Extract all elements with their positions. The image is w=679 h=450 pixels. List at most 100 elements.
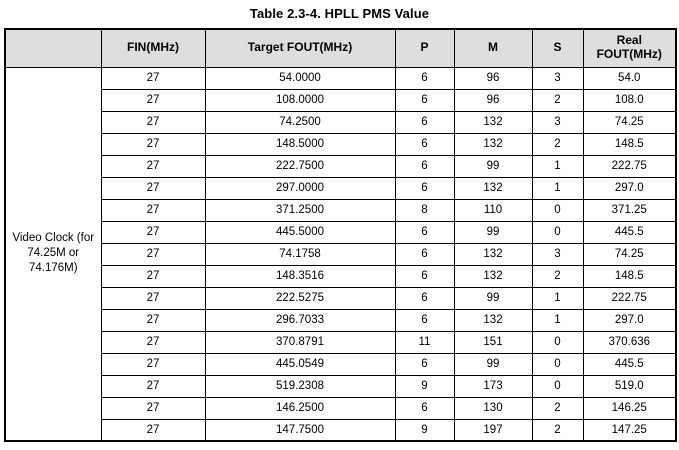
table-cell: 11 xyxy=(394,330,455,354)
table-row: 27 74.2500 6 132 3 74.25 xyxy=(5,110,677,134)
table-cell: 151 xyxy=(453,330,533,354)
table-cell: 519.0 xyxy=(582,374,677,398)
table-row: 27 147.7500 9 197 2 147.25 xyxy=(5,418,677,442)
table-cell: 6 xyxy=(394,176,455,200)
table-body: Video Clock (for 74.25M or 74.176M) 27 54.… xyxy=(4,66,677,442)
table-cell: 6 xyxy=(394,308,455,332)
table-cell: 27 xyxy=(100,308,206,332)
table-cell: 146.2500 xyxy=(204,396,396,420)
table-cell: 27 xyxy=(100,418,206,442)
table-cell: 2 xyxy=(531,88,584,112)
table-cell: 445.5 xyxy=(582,220,677,244)
table-row: 27 370.8791 11 151 0 370.636 xyxy=(5,330,677,354)
table-cell: 27 xyxy=(100,88,206,112)
table-cell: 132 xyxy=(453,308,533,332)
table-cell: 2 xyxy=(531,418,584,442)
table-cell: 1 xyxy=(531,154,584,178)
table-cell: 147.7500 xyxy=(204,418,396,442)
table-row: 27 148.3516 6 132 2 148.5 xyxy=(5,264,677,288)
table-cell: 197 xyxy=(453,418,533,442)
table-cell: 27 xyxy=(100,242,206,266)
table-cell: 132 xyxy=(453,110,533,134)
table-cell: 27 xyxy=(100,286,206,310)
header-cell-real-fout: Real FOUT(MHz) xyxy=(582,28,677,68)
header-cell-empty xyxy=(4,28,102,68)
row-group-label: Video Clock (for 74.25M or 74.176M) xyxy=(4,66,102,442)
table-cell: 445.0549 xyxy=(204,352,396,376)
table-cell: 9 xyxy=(394,374,455,398)
table-cell: 2 xyxy=(531,264,584,288)
table-cell: 99 xyxy=(453,352,533,376)
table-cell: 132 xyxy=(453,242,533,266)
table-cell: 146.25 xyxy=(582,396,677,420)
header-cell-p: P xyxy=(394,28,455,68)
table-cell: 74.25 xyxy=(582,110,677,134)
table-cell: 371.2500 xyxy=(204,198,396,222)
table-cell: 148.3516 xyxy=(204,264,396,288)
table-row: 27 222.5275 6 99 1 222.75 xyxy=(5,286,677,310)
table-cell: 0 xyxy=(531,374,584,398)
table-cell: 27 xyxy=(100,264,206,288)
table-cell: 296.7033 xyxy=(204,308,396,332)
table-cell: 6 xyxy=(394,242,455,266)
table-cell: 3 xyxy=(531,66,584,90)
table-cell: 1 xyxy=(531,286,584,310)
table-cell: 27 xyxy=(100,66,206,90)
table-row: 27 445.5000 6 99 0 445.5 xyxy=(5,220,677,244)
table-cell: 27 xyxy=(100,176,206,200)
table-cell: 99 xyxy=(453,286,533,310)
table-row: 27 222.7500 6 99 1 222.75 xyxy=(5,154,677,178)
table-cell: 222.7500 xyxy=(204,154,396,178)
header-cell-target-fout: Target FOUT(MHz) xyxy=(204,28,396,68)
table-cell: 6 xyxy=(394,352,455,376)
table-cell: 371.25 xyxy=(582,198,677,222)
table-cell: 297.0000 xyxy=(204,176,396,200)
table-header: FIN(MHz) Target FOUT(MHz) P M S Real FOU… xyxy=(4,28,677,68)
table-cell: 99 xyxy=(453,220,533,244)
table-cell: 130 xyxy=(453,396,533,420)
table-cell: 99 xyxy=(453,154,533,178)
table-cell: 108.0000 xyxy=(204,88,396,112)
table-row: 27 445.0549 6 99 0 445.5 xyxy=(5,352,677,376)
table-cell: 147.25 xyxy=(582,418,677,442)
table-cell: 297.0 xyxy=(582,176,677,200)
table-cell: 222.75 xyxy=(582,154,677,178)
table-cell: 27 xyxy=(100,110,206,134)
table-cell: 54.0000 xyxy=(204,66,396,90)
table-cell: 297.0 xyxy=(582,308,677,332)
table-cell: 132 xyxy=(453,132,533,156)
header-cell-fin: FIN(MHz) xyxy=(100,28,206,68)
table-cell: 74.1758 xyxy=(204,242,396,266)
table-cell: 27 xyxy=(100,220,206,244)
table-cell: 96 xyxy=(453,66,533,90)
table-cell: 222.5275 xyxy=(204,286,396,310)
table-cell: 27 xyxy=(100,396,206,420)
table-row: 27 297.0000 6 132 1 297.0 xyxy=(5,176,677,200)
header-cell-m: M xyxy=(453,28,533,68)
table-cell: 54.0 xyxy=(582,66,677,90)
table-cell: 6 xyxy=(394,66,455,90)
hpll-pms-table: FIN(MHz) Target FOUT(MHz) P M S Real FOU… xyxy=(4,28,677,442)
table-cell: 1 xyxy=(531,176,584,200)
table-cell: 0 xyxy=(531,352,584,376)
table-cell: 27 xyxy=(100,154,206,178)
table-cell: 1 xyxy=(531,308,584,332)
header-row: FIN(MHz) Target FOUT(MHz) P M S Real FOU… xyxy=(4,28,677,68)
table-cell: 3 xyxy=(531,242,584,266)
table-cell: 173 xyxy=(453,374,533,398)
table-cell: 148.5 xyxy=(582,264,677,288)
table-cell: 6 xyxy=(394,286,455,310)
table-cell: 6 xyxy=(394,132,455,156)
table-cell: 445.5000 xyxy=(204,220,396,244)
table-cell: 2 xyxy=(531,132,584,156)
table-row: 27 371.2500 8 110 0 371.25 xyxy=(5,198,677,222)
table-cell: 222.75 xyxy=(582,286,677,310)
table-cell: 6 xyxy=(394,88,455,112)
table-row: 27 146.2500 6 130 2 146.25 xyxy=(5,396,677,420)
table-cell: 0 xyxy=(531,198,584,222)
table-cell: 108.0 xyxy=(582,88,677,112)
header-cell-s: S xyxy=(531,28,584,68)
table-cell: 6 xyxy=(394,220,455,244)
table-row: Video Clock (for 74.25M or 74.176M) 27 54.… xyxy=(4,66,677,442)
